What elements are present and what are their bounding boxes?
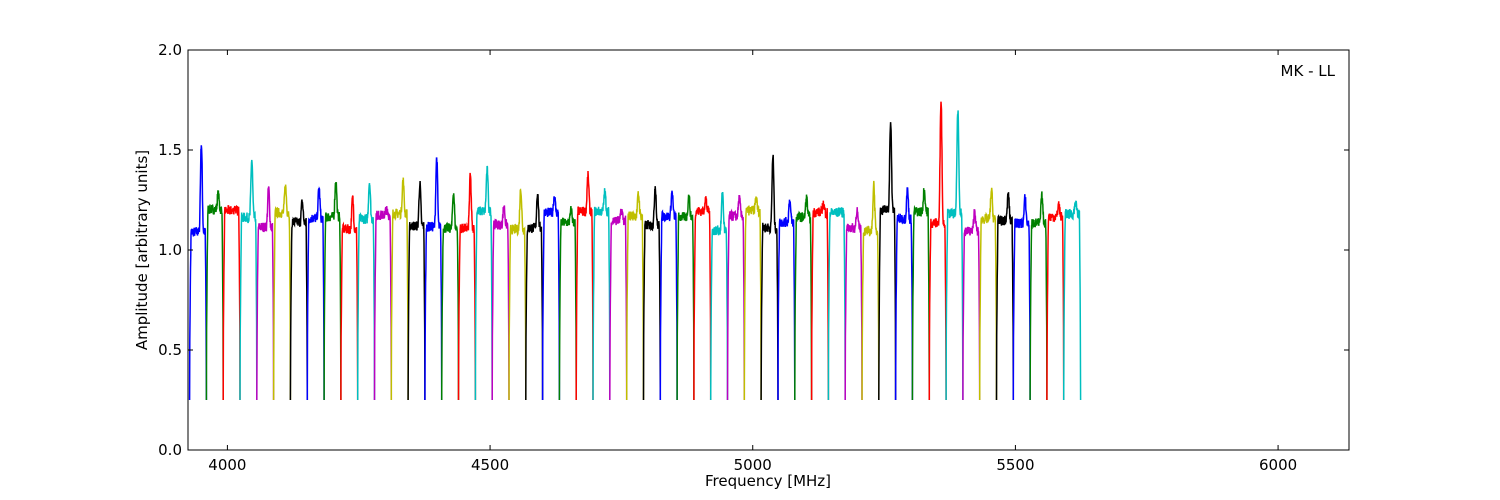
channel-trace [962,209,981,401]
plot-annotation: MK - LL [1281,62,1336,80]
channel-trace [205,190,224,401]
channel-trace [457,172,477,401]
channel-trace [575,170,594,401]
channel-trace [861,180,880,401]
channel-trace [306,186,325,401]
channel-trace [592,188,611,401]
x-axis-label: Frequency [MHz] [705,472,831,490]
channel-trace [272,184,292,401]
channel-trace [827,207,846,401]
channel-trace [995,192,1015,401]
channel-trace [440,193,460,401]
channel-trace [810,200,830,401]
channel-trace [407,180,426,401]
x-tick-label: 5500 [996,456,1034,474]
channel-trace [777,199,796,401]
channel-trace [945,110,964,401]
channel-trace [894,187,914,401]
channel-trace [239,159,258,401]
channel-trace [1012,194,1031,401]
channel-trace [726,194,746,401]
y-tick-label: 1.0 [158,241,182,259]
series-layer [188,101,1082,401]
channel-trace [340,195,359,401]
channel-trace [676,194,695,401]
channel-trace [693,196,712,401]
channel-trace [1062,199,1082,401]
channel-trace [609,208,628,401]
channel-trace [508,188,527,401]
x-tick-label: 4500 [471,456,509,474]
channel-trace [928,101,947,401]
channel-trace [625,191,645,401]
channel-trace [978,187,998,401]
y-tick-label: 0.0 [158,441,182,459]
channel-trace [525,194,544,401]
channel-trace [743,196,762,401]
channel-trace [760,154,779,401]
channel-trace [911,188,931,401]
y-tick-label: 2.0 [158,41,182,59]
y-tick-label: 0.5 [158,341,182,359]
channel-trace [878,122,897,401]
channel-trace [558,206,577,401]
channel-trace [794,194,813,401]
x-tick-label: 4000 [208,456,246,474]
channel-trace [424,157,443,401]
channel-trace [642,186,662,401]
x-tick-label: 5000 [734,456,772,474]
channel-trace [541,196,561,401]
channel-trace [188,145,208,401]
x-tick-label: 6000 [1259,456,1297,474]
ticks-layer: 4000 4500 5000 5500 6000 0.0 0.5 1.0 1.5 2.0 [158,41,1349,474]
plot-background [188,50,1349,450]
channel-trace [356,182,376,401]
channel-trace [491,205,510,401]
channel-trace [289,199,309,401]
channel-trace [474,165,493,401]
y-axis-label: Amplitude [arbitrary units] [133,150,151,350]
channel-trace [390,177,409,401]
channel-trace [709,192,729,401]
channel-trace [1029,191,1048,401]
channel-trace [373,206,393,401]
y-tick-label: 1.5 [158,141,182,159]
channel-trace [323,182,342,401]
channel-trace [256,186,275,401]
channel-trace [1046,201,1065,401]
channel-trace [844,207,863,401]
channel-trace [659,190,678,401]
channel-trace [222,204,241,401]
